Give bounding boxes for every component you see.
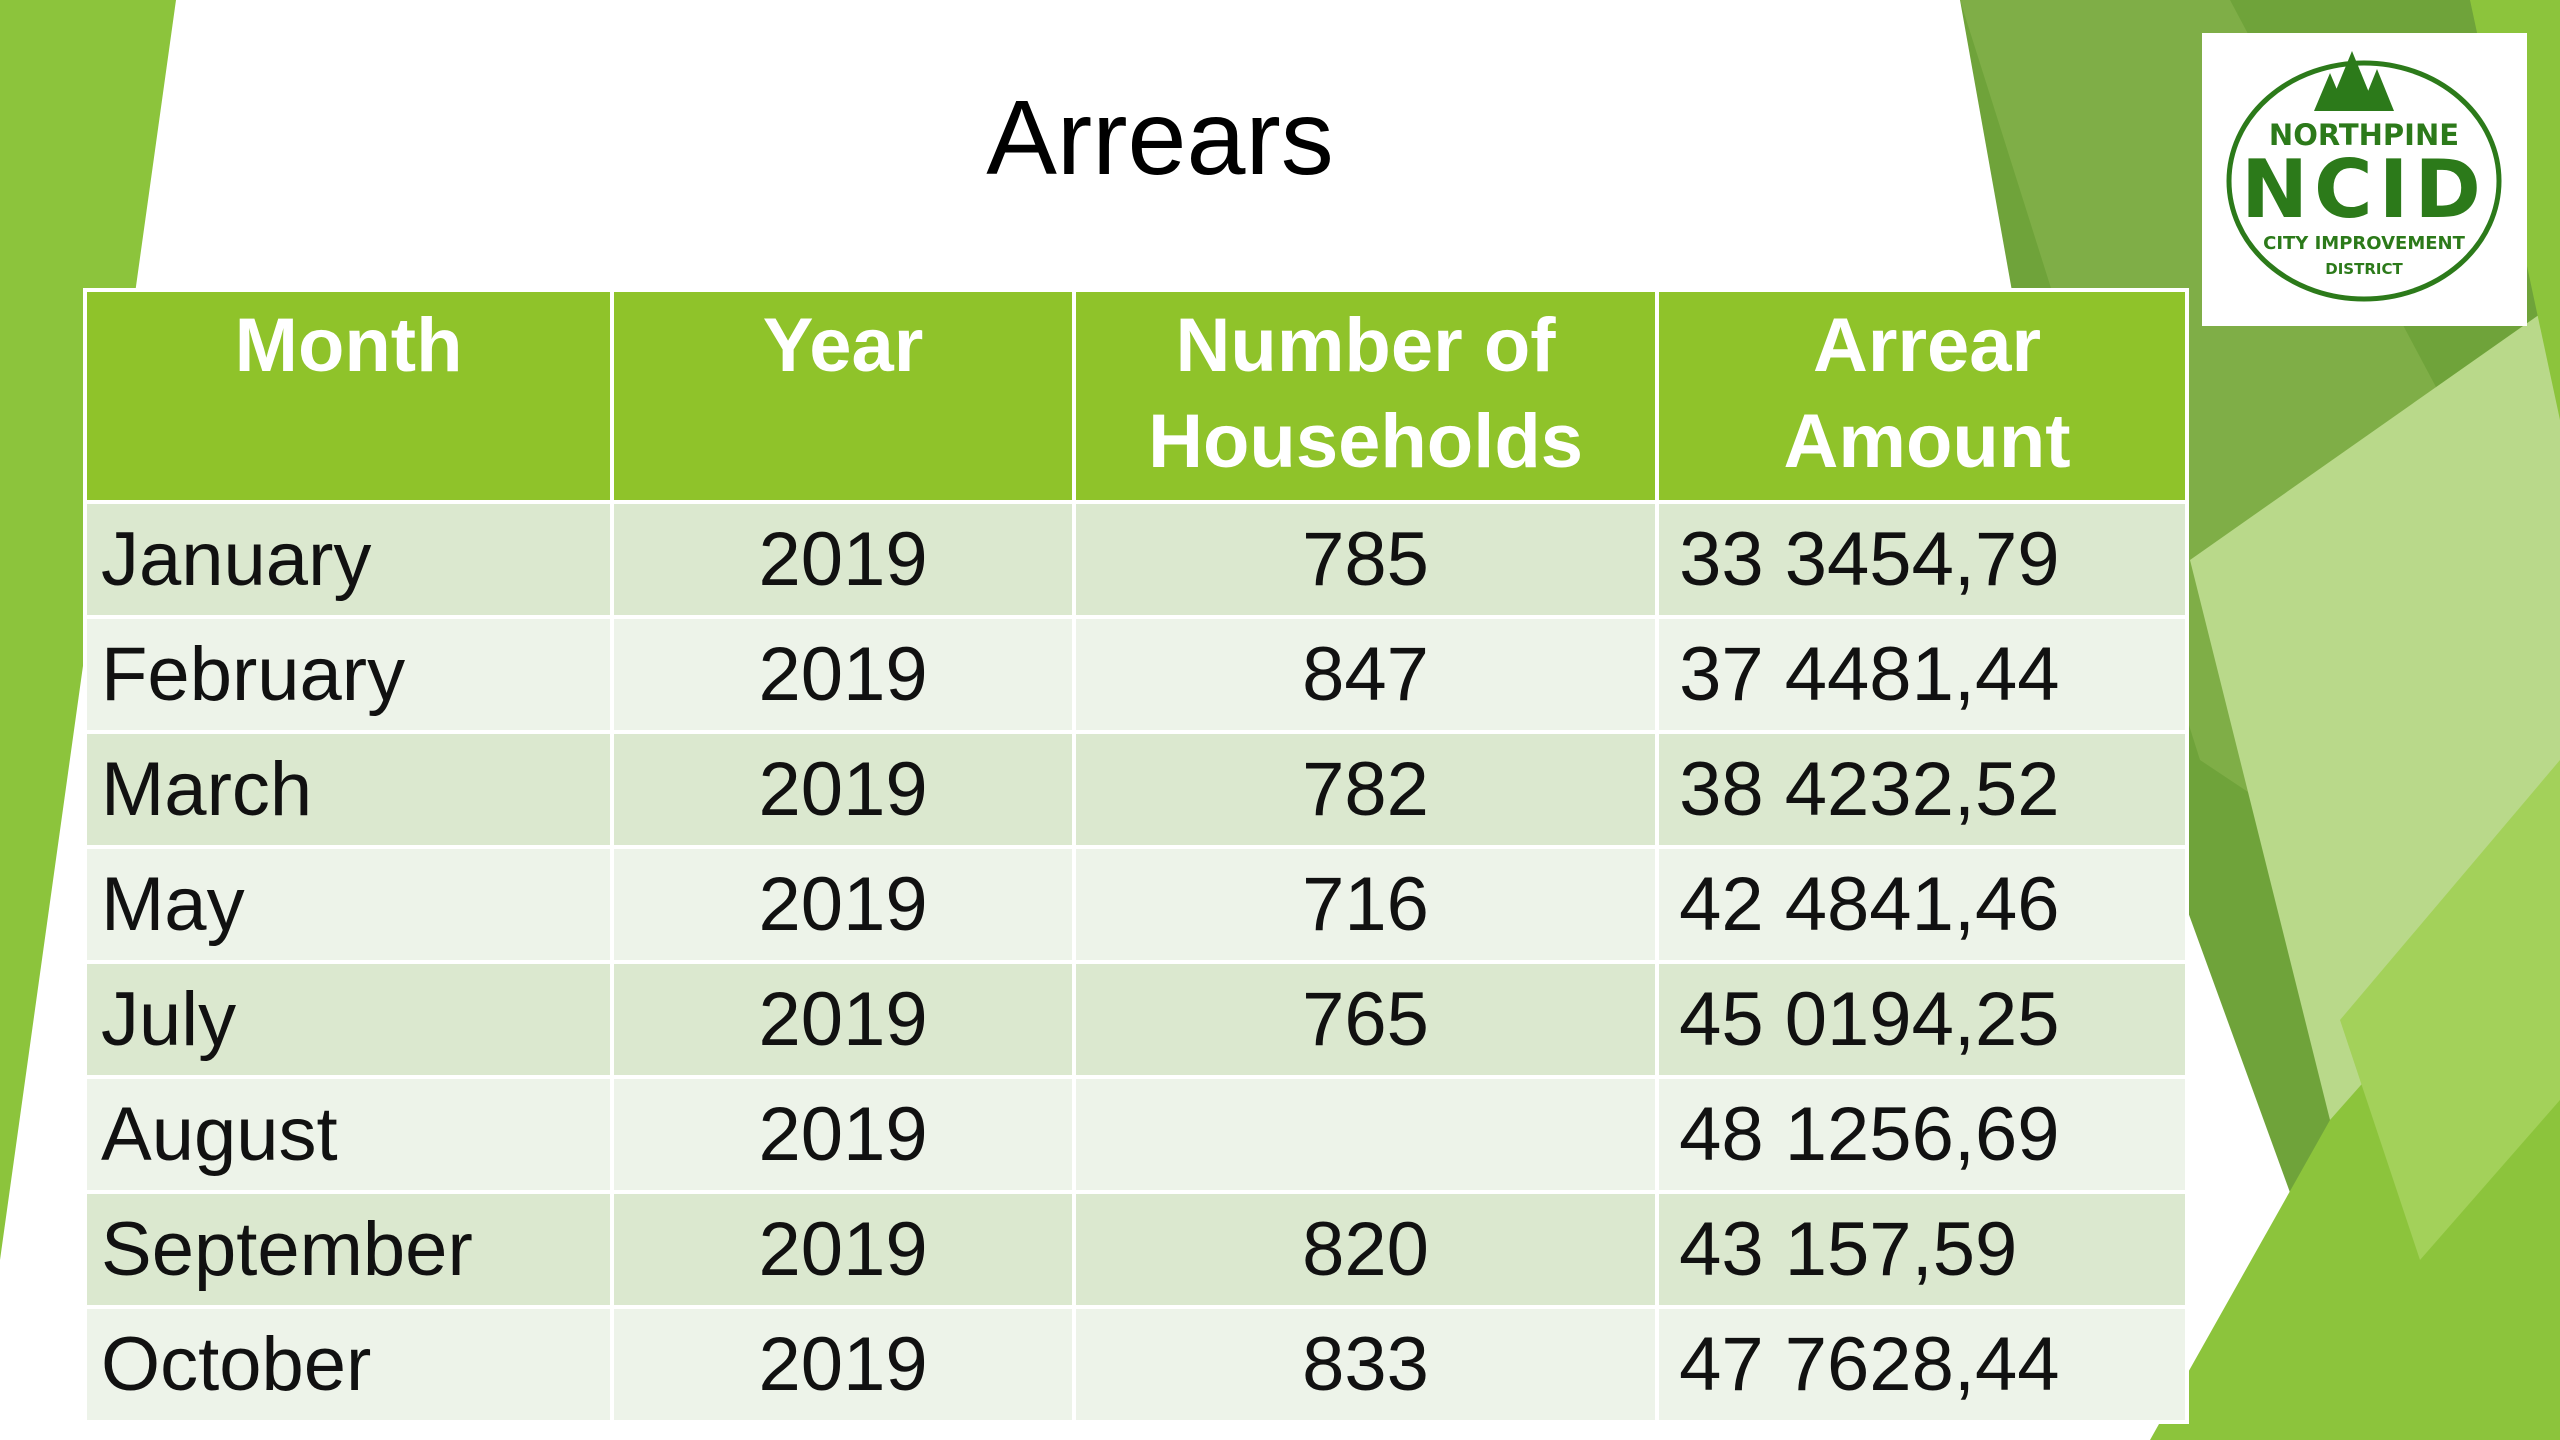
cell-year: 2019 (614, 1079, 1072, 1190)
pine-trees-icon (2314, 51, 2394, 111)
cell-households: 820 (1075, 1194, 1656, 1305)
header-month: Month (87, 292, 611, 500)
cell-households: 782 (1075, 734, 1656, 845)
cell-amount: 48 1256,69 (1659, 1079, 2185, 1190)
cell-month: July (87, 964, 611, 1075)
table-header-row: Month Year Number of Households Arrear A… (87, 292, 2185, 500)
logo-bottom-text-2: DISTRICT (2325, 260, 2403, 278)
logo-main-text: NCID (2241, 143, 2487, 236)
logo-top-text: NORTHPINE (2269, 118, 2459, 152)
cell-households: 765 (1075, 964, 1656, 1075)
table-row: August 2019 48 1256,69 (87, 1079, 2185, 1190)
cell-year: 2019 (614, 849, 1072, 960)
table-row: October 2019 833 47 7628,44 (87, 1309, 2185, 1420)
table-row: September 2019 820 43 157,59 (87, 1194, 2185, 1305)
cell-year: 2019 (614, 734, 1072, 845)
cell-households (1075, 1079, 1656, 1190)
cell-month: September (87, 1194, 611, 1305)
cell-year: 2019 (614, 964, 1072, 1075)
right-lime-highlight (2340, 760, 2560, 1260)
table-row: May 2019 716 42 4841,46 (87, 849, 2185, 960)
cell-month: August (87, 1079, 611, 1190)
cell-amount: 42 4841,46 (1659, 849, 2185, 960)
cell-households: 833 (1075, 1309, 1656, 1420)
table-row: March 2019 782 38 4232,52 (87, 734, 2185, 845)
cell-month: March (87, 734, 611, 845)
cell-amount: 45 0194,25 (1659, 964, 2185, 1075)
arrears-table: Month Year Number of Households Arrear A… (83, 288, 2189, 1424)
cell-year: 2019 (614, 1309, 1072, 1420)
ncid-logo: NORTHPINE NCID CITY IMPROVEMENT DISTRICT (2202, 33, 2527, 326)
cell-month: May (87, 849, 611, 960)
header-households: Number of Households (1075, 292, 1656, 500)
slide-title: Arrears (986, 79, 1334, 197)
header-arrear-amount: Arrear Amount (1659, 292, 2185, 500)
cell-year: 2019 (614, 1194, 1072, 1305)
cell-amount: 37 4481,44 (1659, 619, 2185, 730)
cell-households: 785 (1075, 504, 1656, 615)
arrears-table-container: Month Year Number of Households Arrear A… (83, 288, 2189, 1424)
cell-amount: 43 157,59 (1659, 1194, 2185, 1305)
cell-amount: 33 3454,79 (1659, 504, 2185, 615)
cell-month: October (87, 1309, 611, 1420)
table-row: July 2019 765 45 0194,25 (87, 964, 2185, 1075)
table-row: January 2019 785 33 3454,79 (87, 504, 2185, 615)
cell-households: 716 (1075, 849, 1656, 960)
table-row: February 2019 847 37 4481,44 (87, 619, 2185, 730)
cell-month: February (87, 619, 611, 730)
cell-households: 847 (1075, 619, 1656, 730)
header-year: Year (614, 292, 1072, 500)
logo-bottom-text-1: CITY IMPROVEMENT (2263, 233, 2465, 254)
cell-year: 2019 (614, 619, 1072, 730)
cell-amount: 47 7628,44 (1659, 1309, 2185, 1420)
cell-year: 2019 (614, 504, 1072, 615)
cell-month: January (87, 504, 611, 615)
cell-amount: 38 4232,52 (1659, 734, 2185, 845)
